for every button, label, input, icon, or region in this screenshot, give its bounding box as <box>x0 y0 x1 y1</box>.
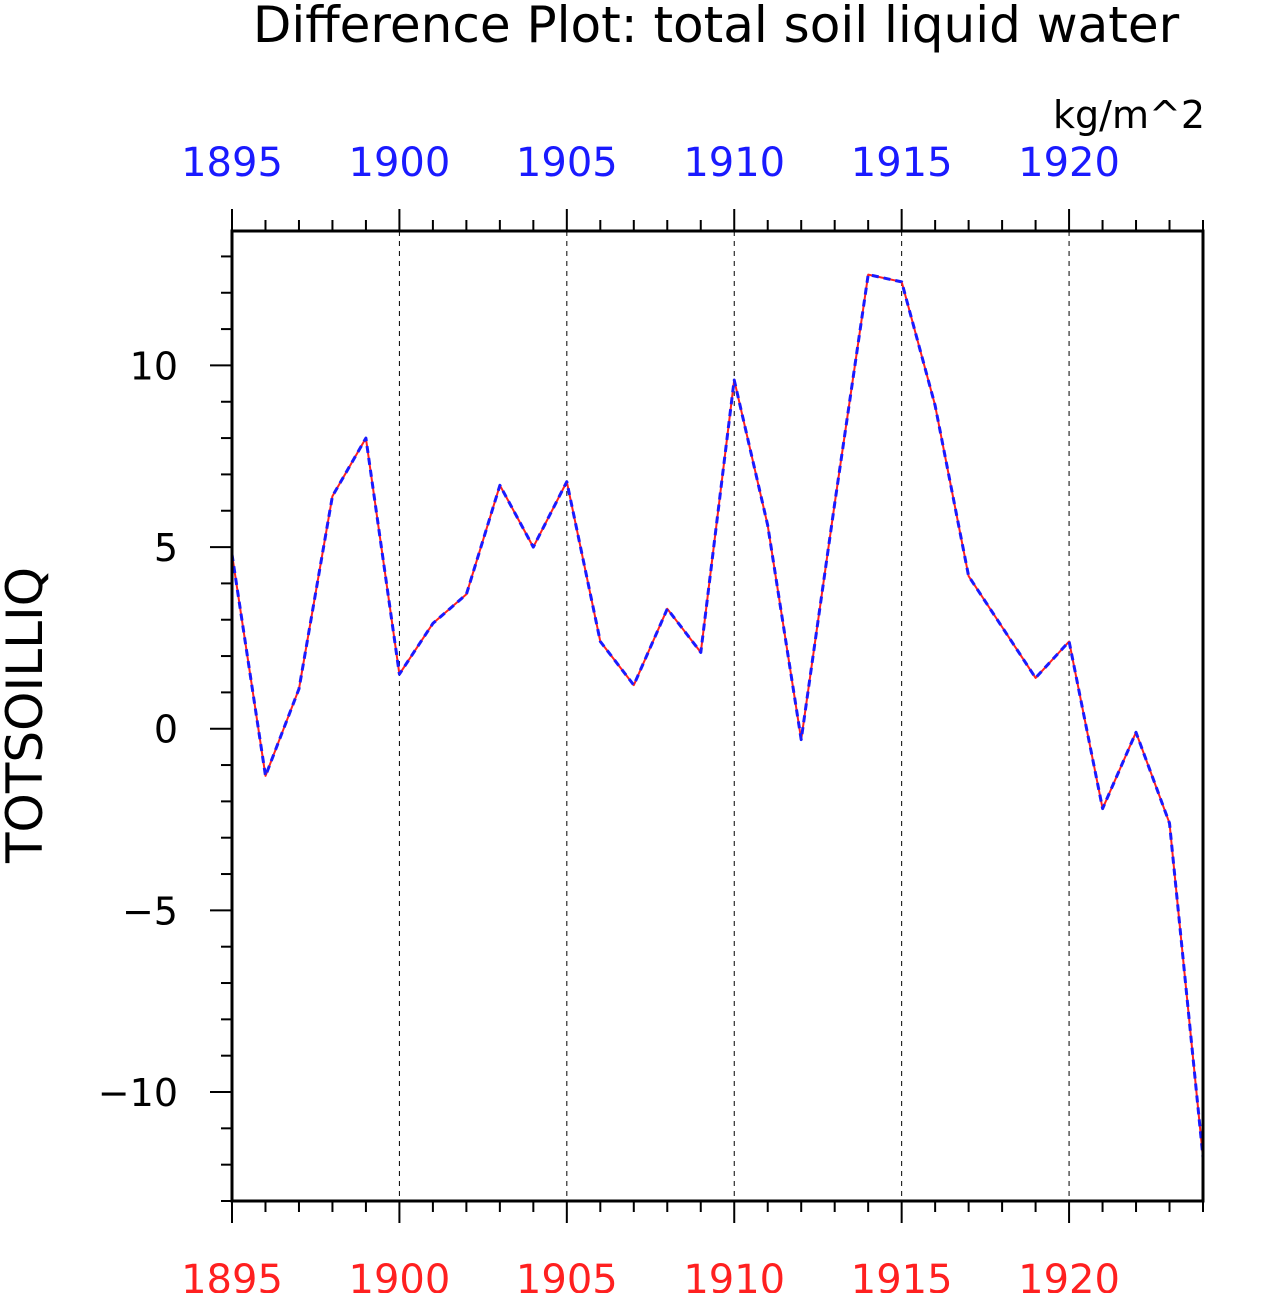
y-tick-label: 0 <box>154 708 178 752</box>
x-tick-label-top: 1895 <box>181 140 283 186</box>
series-group <box>230 273 1205 1158</box>
axis-ticks <box>210 209 1204 1223</box>
plot-frame <box>230 229 1205 1203</box>
chart-title: Difference Plot: total soil liquid water <box>253 0 1180 54</box>
x-tick-label-top: 1900 <box>349 140 451 186</box>
x-tick-label-bottom: 1910 <box>683 1257 785 1293</box>
grid-lines <box>398 231 1070 1201</box>
x-tick-label-top: 1905 <box>516 140 618 186</box>
x-tick-label-bottom: 1920 <box>1018 1257 1120 1293</box>
tick-labels: 1895 1895 1900 1900 1905 1905 1910 1910 1915 1915… <box>98 140 1120 1293</box>
x-tick-label-bottom: 1915 <box>851 1257 953 1293</box>
x-tick-label-top: 1910 <box>683 140 785 186</box>
y-tick-label: −5 <box>122 889 178 933</box>
x-tick-label-top: 1920 <box>1018 140 1120 186</box>
series-line-1 <box>231 273 1204 1158</box>
y-tick-label: 5 <box>154 526 178 570</box>
x-tick-label-top: 1915 <box>851 140 953 186</box>
units-label: kg/m^2 <box>1053 93 1205 137</box>
y-tick-label: 10 <box>130 344 178 388</box>
x-tick-label-bottom: 1900 <box>349 1257 451 1293</box>
x-tick-label-bottom: 1905 <box>516 1257 618 1293</box>
x-tick-label-bottom: 1895 <box>181 1257 283 1293</box>
y-tick-label: −10 <box>98 1071 178 1115</box>
series-line-2 <box>230 273 1205 1158</box>
y-axis-label: TOTSOILLIQ <box>0 567 54 864</box>
